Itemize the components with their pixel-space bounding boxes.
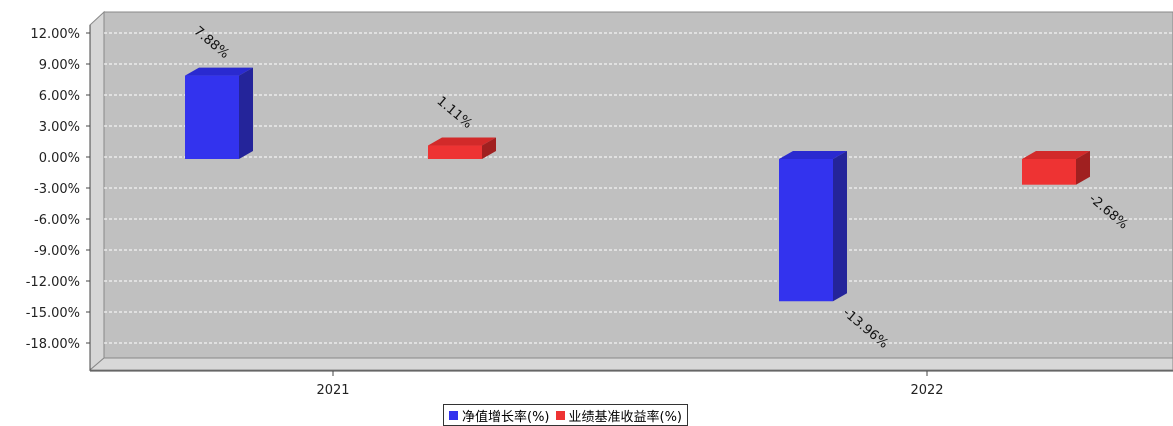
bar-side-face	[1076, 151, 1090, 185]
bar-front-face	[1022, 159, 1076, 185]
y-axis: 12.00% 9.00% 6.00% 3.00% 0.00% -3.00% -6.00% -9…	[26, 25, 91, 370]
y-tick-label: -9.00%	[34, 244, 80, 259]
y-tick-label: 12.00%	[30, 27, 80, 42]
y-tick-label: -12.00%	[26, 275, 80, 290]
bar-top-face	[779, 151, 847, 159]
bar-side-face	[482, 137, 496, 159]
bar	[1022, 151, 1090, 185]
legend-swatch-blue-icon	[449, 410, 458, 420]
x-tick-label: 2022	[910, 383, 943, 398]
bar-front-face	[428, 145, 482, 159]
legend-item-nav-growth: 净值增长率(%)	[449, 406, 550, 425]
bar-front-face	[779, 159, 833, 302]
y-tick-label: -15.00%	[26, 306, 80, 321]
legend-label-nav-growth: 净值增长率(%)	[462, 409, 550, 425]
bar-top-face	[428, 137, 496, 146]
plot-left-wall	[89, 10, 105, 372]
legend-label-benchmark: 业绩基准收益率(%)	[568, 409, 683, 425]
y-tick-label: -3.00%	[34, 182, 80, 197]
bar-front-face	[185, 75, 239, 159]
bars	[185, 67, 1090, 302]
bar	[185, 67, 253, 159]
bar	[779, 151, 847, 302]
y-tick-label: 6.00%	[39, 89, 80, 104]
legend-swatch-red-icon	[555, 410, 565, 420]
legend: 净值增长率(%) 业绩基准收益率(%)	[443, 404, 688, 426]
bar	[428, 137, 496, 159]
bar-side-face	[833, 151, 847, 302]
gridlines	[104, 32, 1173, 344]
bar-top-face	[185, 67, 253, 76]
x-tick-label: 2021	[316, 383, 349, 398]
y-tick-label: -18.00%	[26, 337, 80, 352]
y-tick-label: -6.00%	[34, 213, 80, 228]
y-tick-label: 9.00%	[39, 58, 80, 73]
plot-area	[103, 11, 1173, 359]
y-tick-label: 3.00%	[39, 120, 80, 135]
y-tick-label: 0.00%	[39, 151, 80, 166]
x-axis: 2021 2022	[90, 370, 1173, 398]
legend-item-benchmark: 业绩基准收益率(%)	[555, 406, 683, 425]
plot-floor	[88, 357, 1173, 371]
bar-side-face	[239, 67, 253, 159]
bar-top-face	[1022, 151, 1090, 159]
